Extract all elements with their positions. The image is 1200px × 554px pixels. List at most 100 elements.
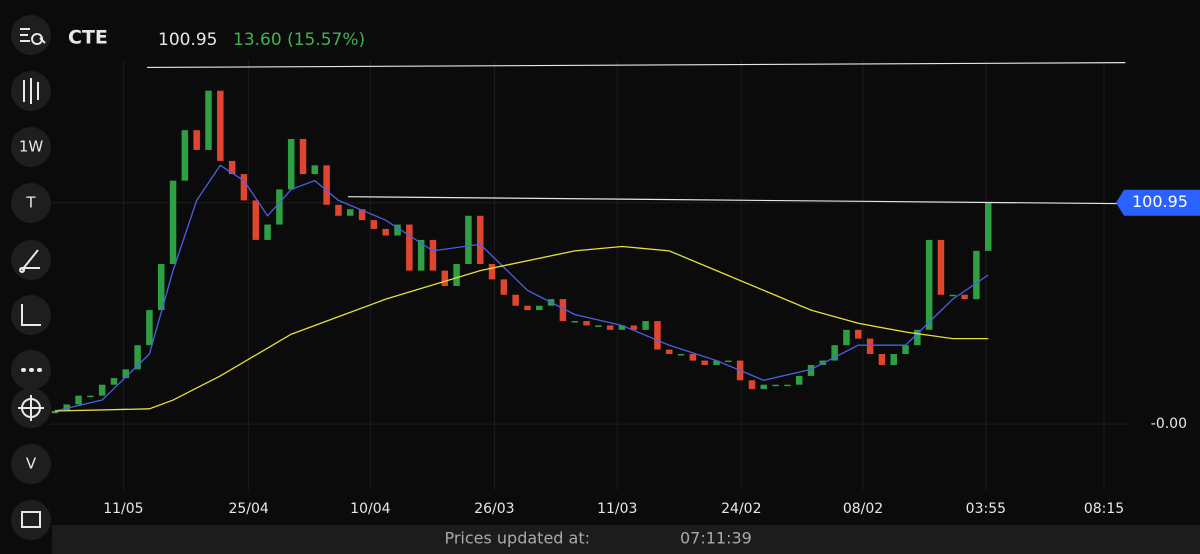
candle (890, 353, 897, 365)
candle (181, 130, 189, 181)
trendline (347, 196, 1126, 205)
candle (335, 204, 342, 216)
candle (370, 220, 378, 229)
candle (937, 239, 945, 295)
candle (902, 345, 909, 354)
indicators-icon (21, 304, 41, 326)
candle (323, 165, 330, 205)
toolbar (11, 15, 51, 540)
candle-icon (23, 78, 39, 104)
plot: 11/05 25/04 10/04 26/03 11/03 24/02 08/02 03:55… (49, 60, 1200, 517)
x-tick-label: 10/04 (350, 501, 390, 517)
candle (75, 395, 82, 405)
candle (843, 329, 850, 346)
candle (169, 180, 177, 265)
candle (87, 395, 94, 398)
text-button[interactable] (11, 183, 51, 223)
x-tick-label: 11/05 (103, 501, 143, 517)
candle (311, 165, 319, 175)
symbol: CTE (68, 27, 108, 49)
candle (429, 239, 437, 271)
candle (559, 299, 567, 322)
text-tool-label: T (25, 194, 36, 212)
candle (122, 369, 130, 379)
x-tick-label: 08/02 (843, 501, 883, 517)
moving-average (54, 245, 989, 412)
candle (665, 349, 673, 354)
candle (51, 411, 59, 414)
candle (500, 279, 508, 295)
x-tick-label: 24/02 (721, 501, 761, 517)
x-tick-label: 08:15 (1084, 501, 1124, 517)
candle (713, 360, 720, 365)
candle (453, 264, 460, 286)
candle (795, 375, 803, 385)
interval-label: 1W (19, 138, 44, 156)
candle (193, 130, 200, 150)
candle (878, 353, 886, 365)
candle (417, 239, 425, 271)
candle (925, 239, 933, 330)
candle (855, 329, 862, 339)
candle (347, 209, 354, 216)
candle (134, 345, 141, 370)
candle (630, 325, 638, 330)
volume-label: V (26, 455, 37, 473)
candle (642, 321, 649, 330)
candle (276, 189, 283, 225)
candle (689, 353, 697, 361)
candle (571, 321, 578, 323)
candle (973, 250, 980, 300)
trendline (147, 62, 1126, 69)
candle (831, 345, 838, 361)
candle (524, 305, 531, 311)
candle (807, 364, 815, 376)
footer-bar (52, 525, 1200, 554)
camera-icon (21, 511, 41, 528)
candle (205, 90, 212, 150)
candle (358, 209, 366, 221)
price: 100.95 (158, 30, 217, 50)
candle (949, 294, 957, 297)
indicators-button[interactable] (11, 295, 51, 335)
search-button[interactable] (11, 15, 51, 55)
footer-label: Prices updated at: (444, 529, 590, 548)
interval-button[interactable] (11, 127, 51, 167)
candle (961, 294, 968, 300)
draw-icon (19, 249, 40, 273)
x-tick-label: 25/04 (228, 501, 268, 517)
candle (784, 384, 791, 387)
candle (748, 380, 756, 390)
candle (394, 224, 401, 236)
candle (725, 360, 732, 363)
search-icon (20, 28, 46, 45)
candle (618, 325, 626, 330)
candle (606, 325, 614, 330)
candle (772, 384, 779, 387)
candle (536, 305, 543, 311)
candle (110, 378, 118, 385)
candle (299, 138, 307, 175)
candle (382, 228, 389, 236)
candle (228, 160, 236, 175)
candle (654, 321, 661, 350)
candle (146, 310, 153, 346)
candle (476, 215, 484, 265)
candle (252, 200, 259, 240)
candle (264, 224, 271, 240)
candle (406, 224, 413, 271)
last-price-box (1116, 189, 1200, 216)
y-tick-label: -0.00 (1151, 416, 1187, 432)
candle (595, 325, 602, 327)
candle (701, 360, 708, 365)
screenshot-button[interactable] (11, 500, 51, 540)
candle (512, 294, 519, 306)
moving-average (54, 164, 989, 412)
candle (984, 202, 992, 251)
candle (914, 329, 921, 346)
volume-button[interactable] (11, 444, 51, 484)
candle (677, 353, 685, 356)
x-tick-label: 26/03 (474, 501, 514, 517)
